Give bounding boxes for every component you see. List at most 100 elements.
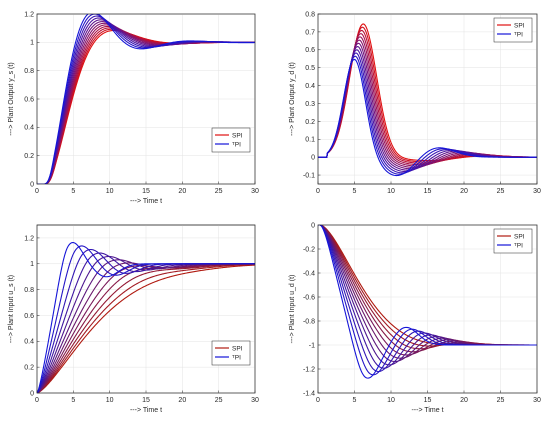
y-tick-label: -1.4 [303, 390, 315, 397]
series-line [37, 241, 255, 393]
legend-label: ᵀPI [232, 141, 241, 148]
x-tick-label: 30 [251, 188, 259, 195]
x-tick-label: 25 [215, 397, 223, 404]
series-group [37, 241, 255, 393]
y-tick-label: -0.6 [303, 294, 315, 301]
panel-bottom-right: 0 5 10 15 20 25 30 -1.4 -1.2 -1 -0.8 -0.6 -0.4 -0.2 0 -… [289, 222, 541, 414]
x-tick-label: 15 [142, 397, 150, 404]
legend-box [493, 17, 533, 43]
x-tick-label: 25 [497, 397, 505, 404]
x-tick-label: 20 [460, 188, 468, 195]
y-tick-label: 0.3 [305, 101, 315, 108]
x-tick-label: 10 [387, 397, 395, 404]
x-tick-label: 20 [178, 397, 186, 404]
x-axis-label: ---> Time t [130, 407, 162, 414]
y-tick-label: -0.1 [303, 172, 315, 179]
series-line [37, 263, 255, 393]
y-tick-label: 0.8 [24, 287, 34, 294]
legend: SPI ᵀPI [211, 127, 251, 153]
legend: SPI ᵀPI [493, 228, 533, 254]
y-tick-label: 0.2 [24, 365, 34, 372]
y-tick-label: 0.8 [305, 11, 315, 18]
x-tick-label: 5 [353, 397, 357, 404]
x-tick-label: 0 [316, 188, 320, 195]
x-axis-label: ---> Time t [411, 407, 443, 414]
series-group [37, 14, 255, 184]
y-tick-label: 0.7 [305, 29, 315, 36]
series-line [37, 14, 255, 184]
y-tick-label: 0.4 [24, 125, 34, 132]
legend-box [211, 127, 251, 153]
panel-top-right: 0 5 10 15 20 25 30 -0.1 0 0.1 0.2 0.3 0.4 0.5 0.6 0.7 0.… [289, 11, 541, 195]
y-tick-label: 0.8 [24, 68, 34, 75]
x-tick-label: 10 [106, 188, 114, 195]
legend-label: ᵀPI [514, 242, 523, 249]
legend-label: ᵀPI [232, 354, 241, 361]
y-tick-label: -0.2 [303, 246, 315, 253]
y-tick-label: 0.2 [24, 153, 34, 160]
y-tick-label: 0 [30, 181, 34, 188]
legend-label: SPI [232, 132, 243, 139]
x-tick-label: 0 [35, 397, 39, 404]
x-axis-label: ---> Time t [130, 198, 162, 205]
y-tick-label: 0.1 [305, 137, 315, 144]
x-tick-label: 30 [533, 397, 541, 404]
y-tick-label: 0.4 [24, 339, 34, 346]
x-tick-label: 0 [35, 188, 39, 195]
y-axis-label: ---> Plant Input u_s (t) [8, 275, 15, 343]
series-line [318, 225, 537, 379]
y-tick-label: 0 [311, 222, 315, 229]
legend: SPI ᵀPI [493, 17, 533, 43]
y-tick-label: -1 [309, 342, 315, 349]
legend-label: ᵀPI [514, 31, 523, 38]
legend-label: SPI [514, 22, 525, 29]
y-tick-label: 1 [30, 261, 34, 268]
x-tick-label: 5 [71, 397, 75, 404]
y-tick-label: 1 [30, 40, 34, 47]
series-line [37, 263, 255, 393]
y-axis-label: ---> Plant Output y_d (t) [289, 62, 296, 136]
axes-border [36, 13, 256, 185]
y-tick-label: 1.2 [24, 235, 34, 242]
x-tick-label: 10 [106, 397, 114, 404]
y-tick-label: 0 [30, 390, 34, 397]
x-tick-label: 25 [497, 188, 505, 195]
legend-label: SPI [232, 345, 243, 352]
y-tick-label: 0.6 [305, 47, 315, 54]
y-tick-label: 0.5 [305, 65, 315, 72]
axes-border [317, 224, 538, 394]
x-tick-label: 15 [424, 188, 432, 195]
axes-border [317, 13, 538, 185]
x-tick-label: 30 [533, 188, 541, 195]
legend-box [211, 340, 251, 366]
y-tick-label: 0 [311, 155, 315, 162]
series-group [318, 23, 537, 177]
y-axis-label: ---> Plant Output y_s (t) [8, 62, 15, 135]
series-group [318, 225, 537, 379]
series-line [318, 58, 537, 177]
series-line [37, 264, 255, 393]
x-tick-label: 5 [71, 188, 75, 195]
y-tick-label: -0.4 [303, 270, 315, 277]
panel-top-left: 0 5 10 15 20 25 30 0 0.2 0.4 0.6 0.8 1 1.2 ---> Time t… [8, 11, 259, 205]
y-tick-label: 0.2 [305, 119, 315, 126]
y-tick-label: -1.2 [303, 366, 315, 373]
x-tick-label: 20 [178, 188, 186, 195]
legend-box [493, 228, 533, 254]
y-tick-label: 0.6 [24, 96, 34, 103]
y-tick-label: -0.8 [303, 318, 315, 325]
y-tick-label: 1.2 [24, 11, 34, 18]
axes-border [36, 224, 256, 394]
x-tick-label: 20 [460, 397, 468, 404]
x-tick-label: 5 [353, 188, 357, 195]
panel-bottom-left: 0 5 10 15 20 25 30 0 0.2 0.4 0.6 0.8 1 1.2 ---> Time t… [8, 224, 259, 414]
x-tick-label: 15 [142, 188, 150, 195]
legend: SPI ᵀPI [211, 340, 251, 366]
x-tick-label: 15 [424, 397, 432, 404]
x-tick-label: 25 [215, 188, 223, 195]
x-tick-label: 30 [251, 397, 259, 404]
x-tick-label: 10 [387, 188, 395, 195]
y-tick-label: 0.4 [305, 83, 315, 90]
y-tick-label: 0.6 [24, 313, 34, 320]
